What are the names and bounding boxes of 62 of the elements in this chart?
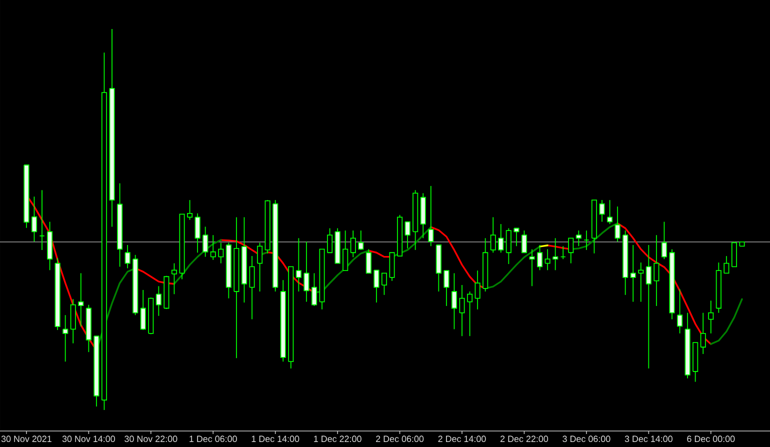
candlestick [684,312,690,379]
x-tick-label: 2 Dec 06:00 [376,436,424,442]
x-tick-label: 30 Nov 2021 [1,436,52,442]
candlestick [62,314,68,362]
x-tick-label: 1 Dec 06:00 [190,436,237,442]
candlestick [86,304,92,353]
candlestick [218,242,224,264]
candlestick [708,300,714,334]
candlestick [117,182,123,268]
candlestick [156,286,162,316]
candlestick [101,52,108,410]
candlestick [47,221,53,271]
candlestick [241,216,248,303]
candlestick [669,248,675,320]
candlestick [700,312,706,354]
candlestick [109,28,115,228]
x-tick-label: 2 Dec 14:00 [438,436,486,442]
candlestick [474,270,480,310]
candlestick [70,298,76,344]
candlestick [482,238,488,292]
candlestick [54,258,60,330]
candlestick [210,234,216,260]
candlestick [506,228,512,265]
candlestick [529,248,535,287]
candlestick [420,192,426,239]
candlestick [272,200,278,292]
candlestick [31,196,38,242]
candlestick [584,230,590,250]
x-tick-label: 1 Dec 22:00 [314,436,362,442]
candlestick [124,244,130,269]
candlestick [296,238,302,292]
candlestick [630,244,636,302]
candlestick [654,234,660,306]
candlestick [350,230,356,258]
candlestick [39,190,45,250]
candlestick [428,186,434,247]
candlestick [78,272,84,327]
candlestick [234,216,240,359]
candlestick [614,206,620,242]
x-tick-label: 2 Dec 22:00 [500,436,548,442]
candlestick [451,272,458,330]
x-tick-label: 30 Nov 14:00 [62,436,115,442]
x-tick-label: 6 Dec 00:00 [687,436,735,442]
candlestick [638,262,644,302]
x-tick-label: 3 Dec 06:00 [562,436,610,442]
x-tick-label: 1 Dec 14:00 [252,436,300,442]
candlestick [544,248,550,271]
x-tick-label: 30 Nov 22:00 [124,436,178,442]
candlestick [576,230,582,247]
candlestick [646,244,652,369]
candlestick [716,262,722,314]
candlestick [459,284,465,337]
candlestick [622,230,628,296]
candlestick [599,200,605,222]
candlestick [202,226,208,258]
x-tick-label: 3 Dec 14:00 [624,436,672,442]
candlestick [552,238,558,271]
candlestick [249,256,255,320]
candlestick [280,280,286,362]
candlestick [304,241,310,302]
candlestick [226,242,232,299]
candlestick [412,190,418,250]
